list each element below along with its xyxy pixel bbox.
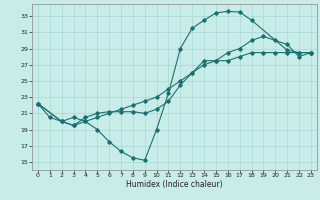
X-axis label: Humidex (Indice chaleur): Humidex (Indice chaleur) xyxy=(126,180,223,189)
